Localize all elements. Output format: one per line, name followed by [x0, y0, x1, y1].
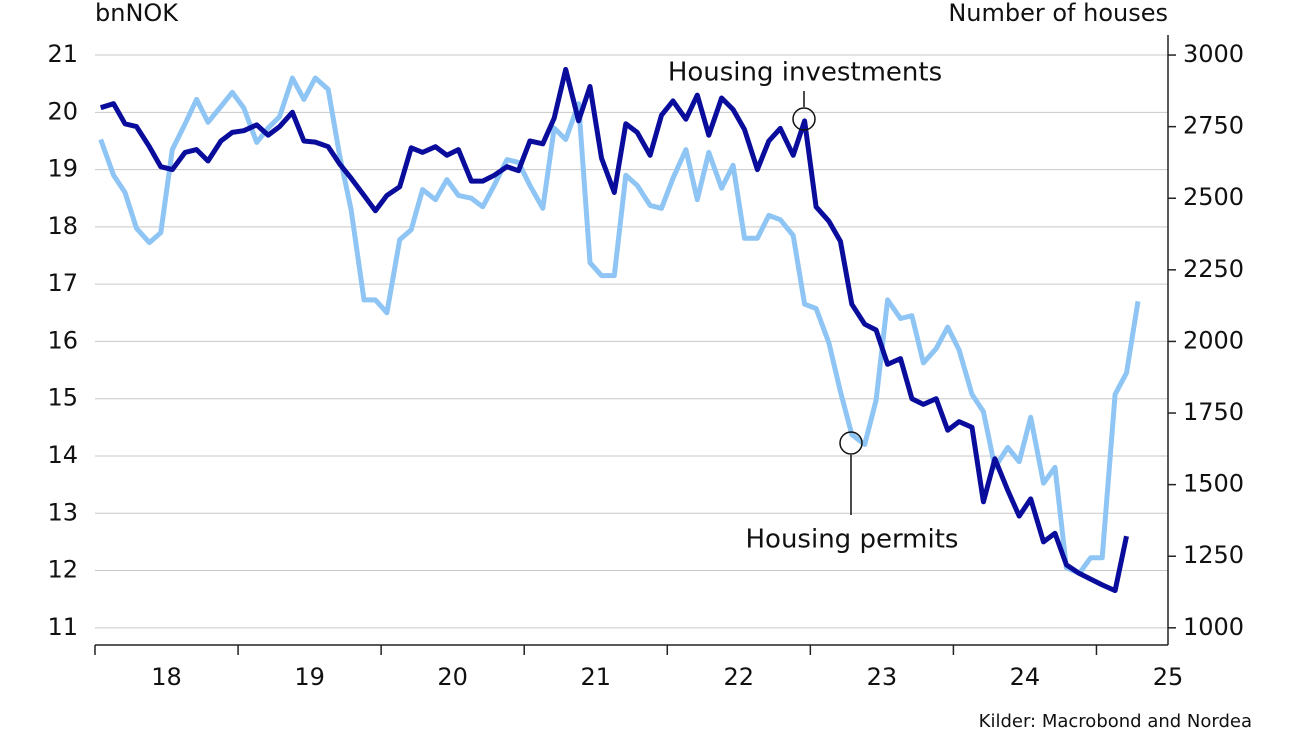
y2-tick-label: 1500 — [1183, 470, 1244, 498]
y-tick-label: 19 — [47, 155, 78, 183]
y-tick-label: 13 — [47, 498, 78, 526]
y2-tick-label: 1250 — [1183, 541, 1244, 569]
y2-tick-label: 2750 — [1183, 112, 1244, 140]
y2-tick-label: 1000 — [1183, 613, 1244, 641]
x-tick-label: 21 — [580, 663, 611, 691]
y-tick-label: 20 — [47, 97, 78, 125]
annotation: Housing investments — [668, 58, 942, 88]
y-tick-label: 12 — [47, 556, 78, 584]
y2-tick-label: 2250 — [1183, 255, 1244, 283]
series-line — [99, 66, 1129, 594]
x-tick-label: 19 — [294, 663, 325, 691]
annotation-marker — [792, 107, 816, 131]
y2-axis-label: Number of houses — [948, 0, 1168, 27]
y2-tick-label: 1750 — [1183, 398, 1244, 426]
y-tick-label: 17 — [47, 269, 78, 297]
x-tick-label: 22 — [724, 663, 755, 691]
source: Kilder: Macrobond and Nordea — [979, 711, 1252, 731]
x-tick-label: 18 — [151, 663, 182, 691]
x-tick-label: 23 — [867, 663, 898, 691]
annotation-marker — [839, 431, 863, 455]
y2-tick-label: 2500 — [1183, 183, 1244, 211]
x-tick-label: 25 — [1153, 663, 1184, 691]
series-line — [98, 75, 1141, 576]
y-axis-label: bnNOK — [95, 0, 179, 27]
y-tick-label: 15 — [47, 384, 78, 412]
y-tick-label: 18 — [47, 212, 78, 240]
y2-tick-label: 3000 — [1183, 40, 1244, 68]
y-tick-label: 16 — [47, 326, 78, 354]
x-tick-label: 20 — [437, 663, 468, 691]
y2-tick-label: 2000 — [1183, 326, 1244, 354]
x-tick-label: 24 — [1010, 663, 1041, 691]
annotation: Housing permits — [746, 525, 959, 555]
y-tick-label: 11 — [47, 613, 78, 641]
y-tick-label: 14 — [47, 441, 78, 469]
y-tick-label: 21 — [47, 40, 78, 68]
